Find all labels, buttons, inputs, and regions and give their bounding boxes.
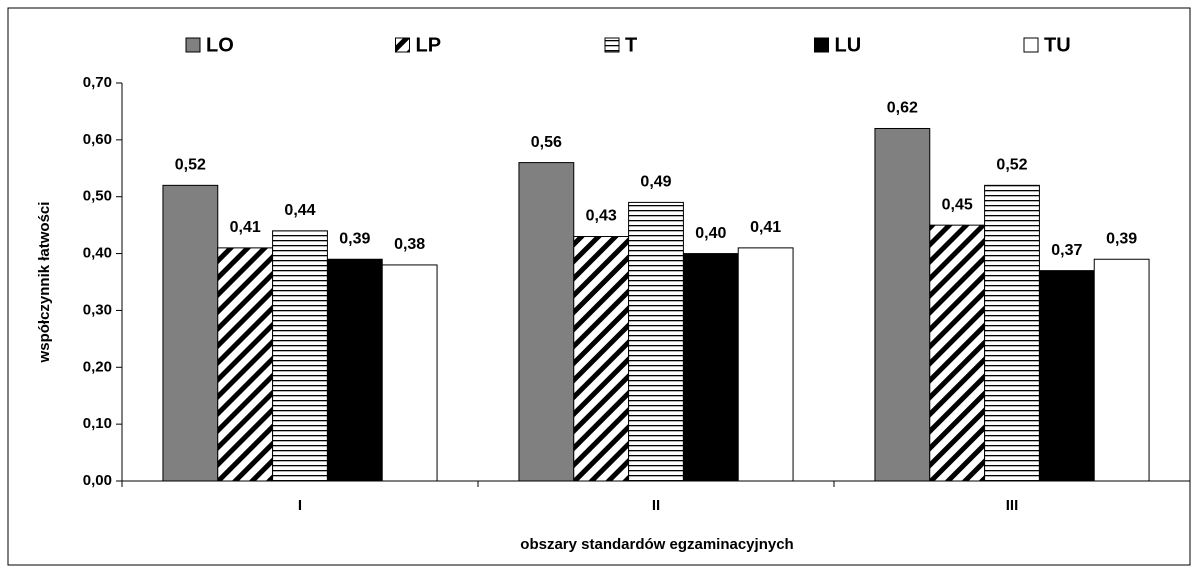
value-label: 0,38 bbox=[394, 236, 425, 253]
legend-label: T bbox=[625, 34, 637, 56]
legend-label: LP bbox=[416, 34, 442, 56]
legend-marker bbox=[1023, 37, 1039, 53]
value-label: 0,43 bbox=[586, 208, 617, 225]
y-tick-label: 0,50 bbox=[83, 188, 112, 205]
bar bbox=[628, 201, 684, 482]
bar bbox=[326, 258, 383, 482]
bar bbox=[573, 236, 630, 482]
value-label: 0,56 bbox=[531, 134, 562, 151]
bar bbox=[272, 230, 328, 482]
bar bbox=[929, 224, 986, 482]
value-label: 0,62 bbox=[887, 100, 918, 117]
value-label: 0,41 bbox=[230, 219, 261, 236]
x-axis-label: obszary standardów egzaminacyjnych bbox=[520, 536, 793, 553]
bar bbox=[737, 247, 794, 482]
value-label: 0,44 bbox=[284, 202, 315, 219]
legend-label: LO bbox=[206, 34, 234, 56]
legend-marker bbox=[185, 37, 201, 53]
value-label: 0,40 bbox=[695, 225, 726, 242]
bar bbox=[682, 253, 739, 482]
value-label: 0,37 bbox=[1051, 242, 1082, 259]
legend-marker bbox=[604, 37, 620, 53]
bar bbox=[162, 184, 219, 482]
chart-frame bbox=[7, 7, 1191, 566]
bar bbox=[1093, 258, 1150, 482]
legend-marker bbox=[395, 37, 410, 53]
x-tick-label: III bbox=[1006, 497, 1019, 514]
value-label: 0,52 bbox=[996, 157, 1027, 174]
x-tick-label: II bbox=[652, 497, 660, 514]
legend-label: LU bbox=[835, 34, 862, 56]
y-tick-label: 0,00 bbox=[83, 472, 112, 489]
y-tick-label: 0,20 bbox=[83, 358, 112, 375]
value-label: 0,39 bbox=[339, 230, 370, 247]
y-tick-label: 0,30 bbox=[83, 301, 112, 318]
y-tick-label: 0,10 bbox=[83, 415, 112, 432]
y-axis-label: współczynnik łatwości bbox=[36, 202, 53, 364]
y-tick-label: 0,60 bbox=[83, 131, 112, 148]
bar bbox=[217, 247, 274, 482]
value-label: 0,39 bbox=[1106, 230, 1137, 247]
value-label: 0,49 bbox=[640, 174, 671, 191]
bar bbox=[518, 162, 575, 482]
y-tick-label: 0,70 bbox=[83, 74, 112, 91]
bar bbox=[381, 264, 438, 482]
bar bbox=[874, 127, 931, 482]
value-label: 0,41 bbox=[750, 219, 781, 236]
value-label: 0,52 bbox=[175, 157, 206, 174]
y-tick-label: 0,40 bbox=[83, 245, 112, 262]
legend-marker bbox=[814, 37, 829, 53]
legend-label: TU bbox=[1044, 34, 1071, 56]
bar bbox=[984, 184, 1040, 482]
bar bbox=[1038, 270, 1095, 482]
value-label: 0,45 bbox=[942, 196, 973, 213]
x-tick-label: I bbox=[298, 497, 302, 514]
